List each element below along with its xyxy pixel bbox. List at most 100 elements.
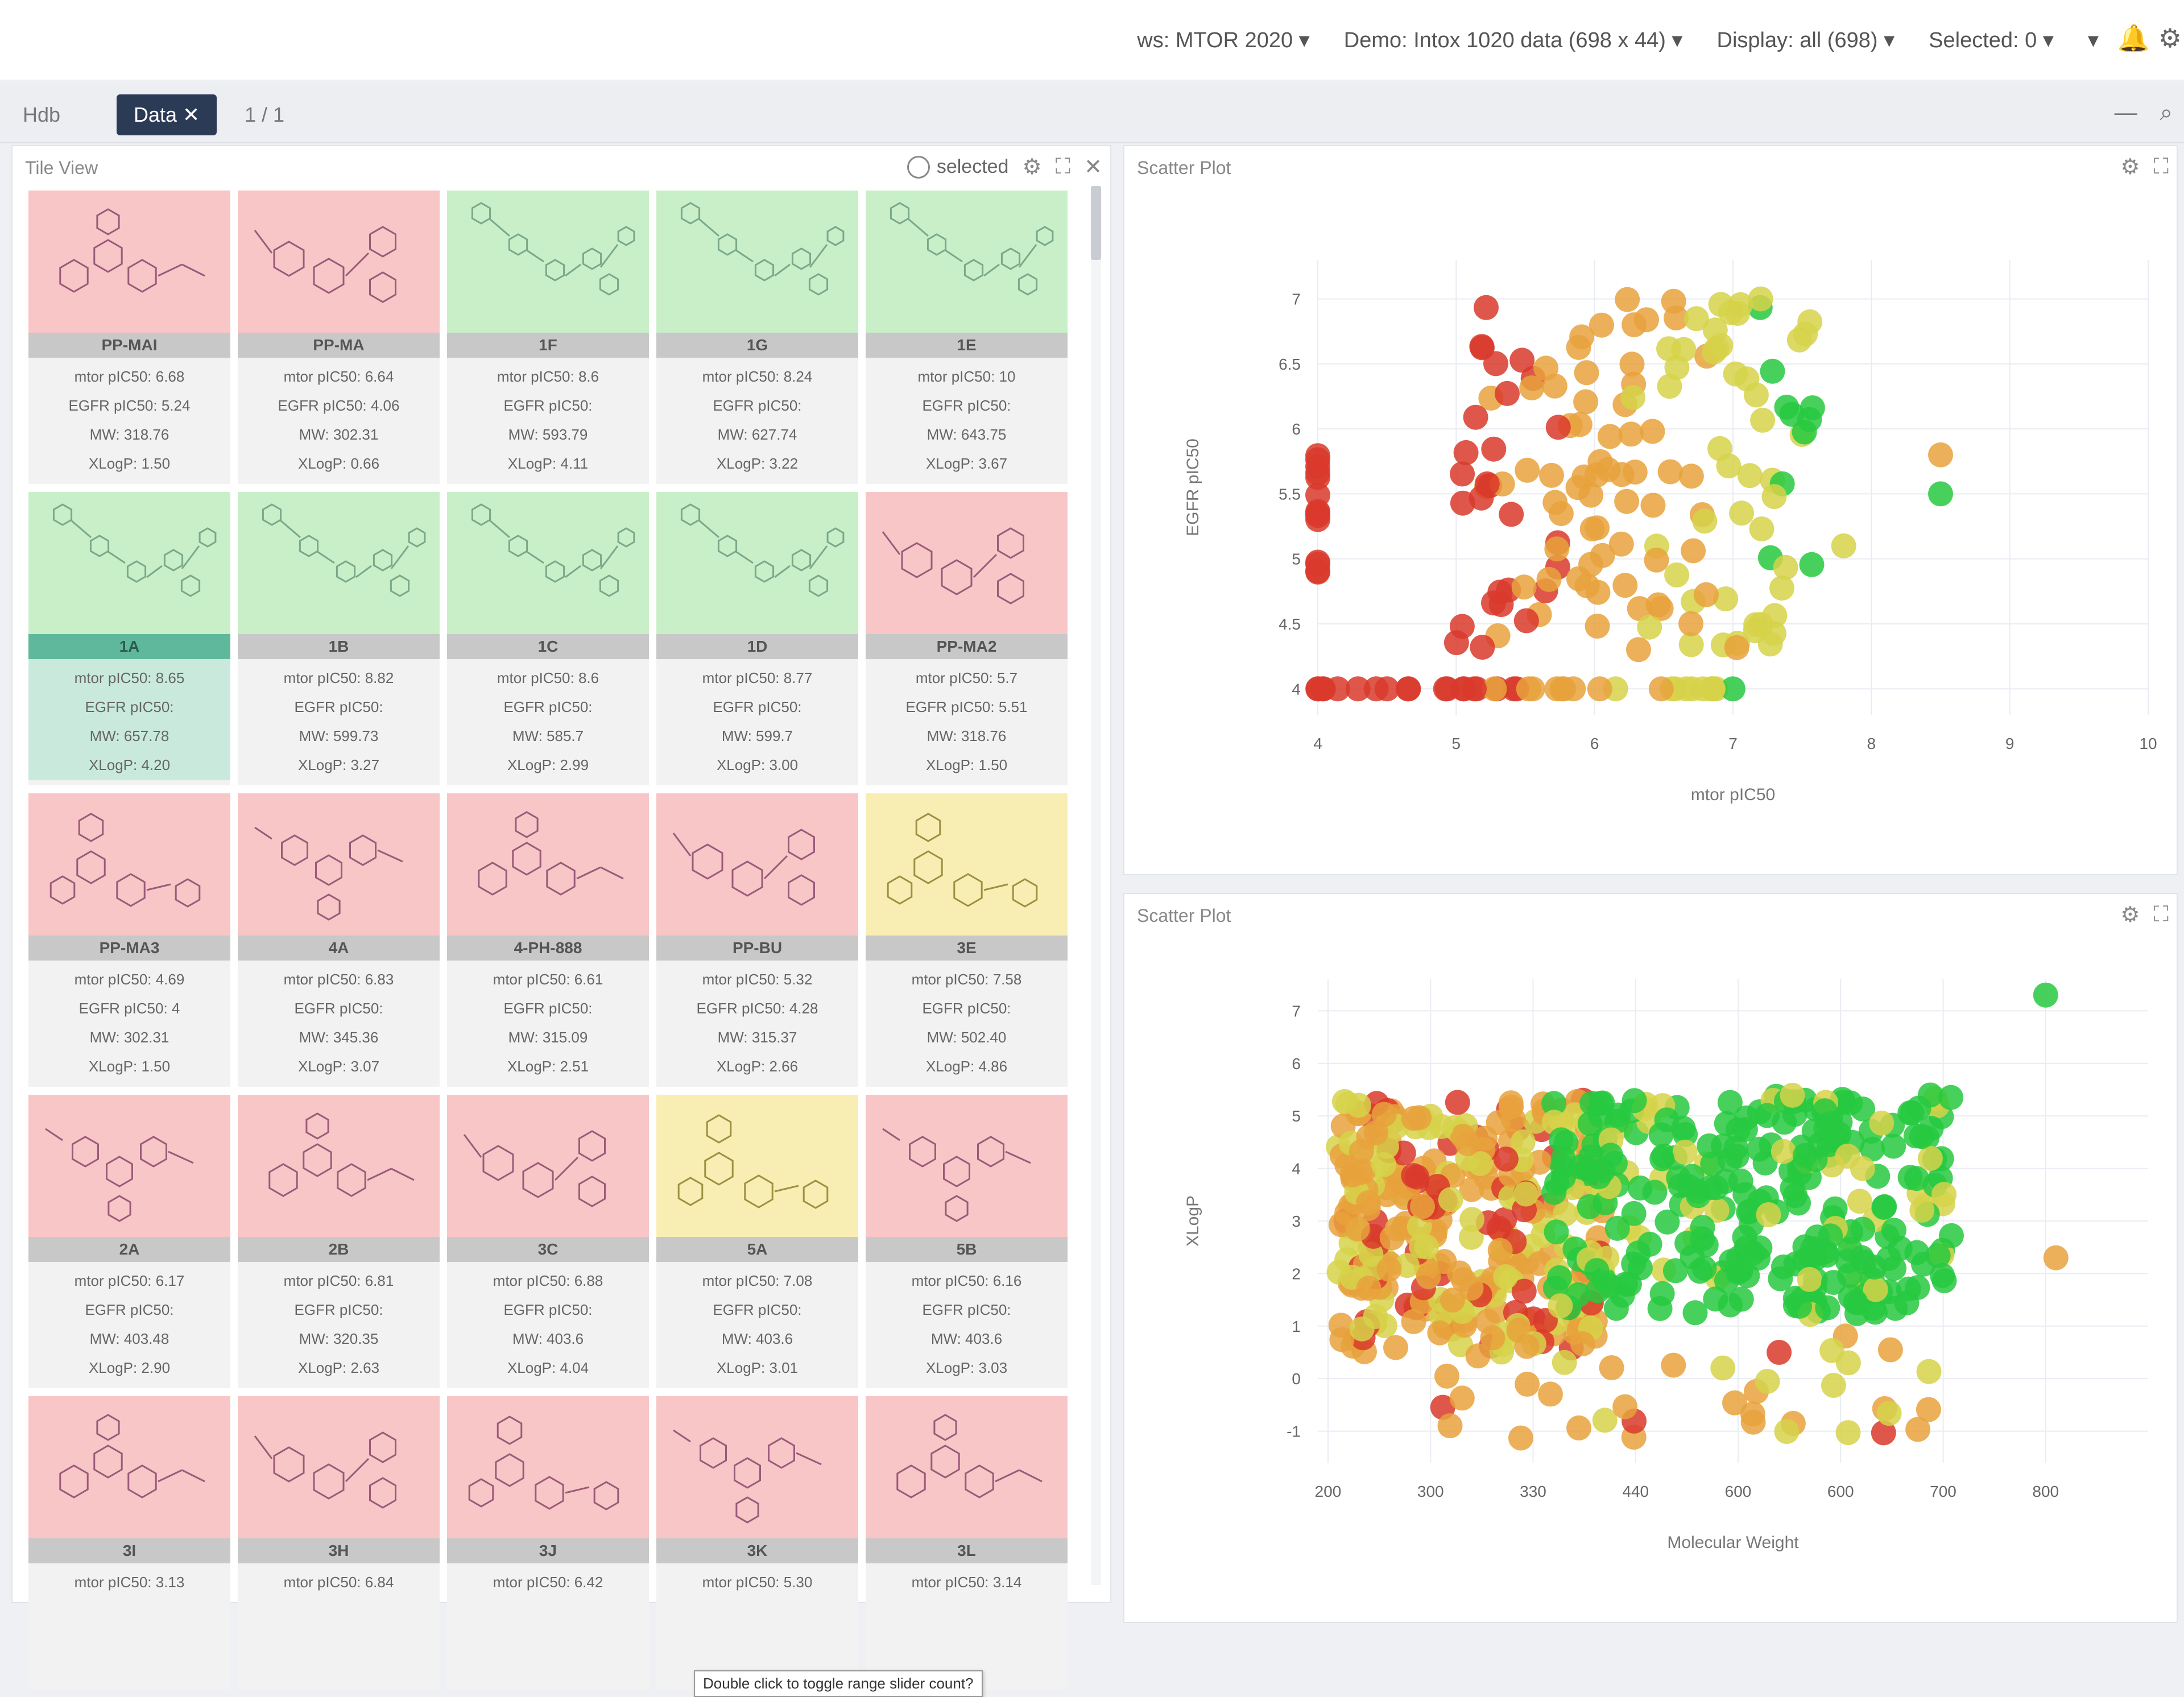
bell-icon[interactable]: 🔔 — [2117, 23, 2150, 53]
data-point[interactable] — [1682, 1300, 1708, 1326]
close-icon[interactable]: ✕ — [1084, 155, 1102, 179]
data-point[interactable] — [1774, 1419, 1800, 1444]
data-point[interactable] — [1930, 1263, 1955, 1288]
data-point[interactable] — [1909, 1197, 1935, 1223]
data-point[interactable] — [1938, 1085, 1964, 1110]
data-point[interactable] — [1678, 463, 1704, 489]
settings-icon[interactable]: ⚙ — [2120, 155, 2140, 179]
data-point[interactable] — [1599, 1355, 1624, 1380]
compound-tile[interactable]: 3H mtor pIC50: 6.84 — [238, 1396, 440, 1690]
data-point[interactable] — [1356, 1190, 1381, 1215]
data-point[interactable] — [1649, 1281, 1675, 1306]
data-point[interactable] — [1645, 592, 1671, 618]
data-point[interactable] — [1756, 1202, 1781, 1227]
data-point[interactable] — [1356, 1276, 1381, 1301]
compound-tile[interactable]: 1D mtor pIC50: 8.77 EGFR pIC50: MW: 599.7 XL… — [656, 492, 858, 785]
data-point[interactable] — [1588, 1103, 1614, 1128]
more-menu[interactable]: ▾ — [2087, 28, 2099, 52]
gear-icon[interactable]: ⚙ — [2158, 23, 2182, 53]
expand-icon[interactable]: ⛶ — [1055, 155, 1071, 179]
data-point[interactable] — [1656, 336, 1681, 362]
data-point[interactable] — [1769, 576, 1794, 601]
data-point[interactable] — [1427, 1320, 1453, 1346]
data-point[interactable] — [1897, 1165, 1923, 1190]
data-point[interactable] — [1713, 586, 1739, 612]
data-point[interactable] — [1862, 1255, 1887, 1280]
data-point[interactable] — [1544, 536, 1570, 562]
data-point[interactable] — [1905, 1417, 1931, 1442]
data-point[interactable] — [1797, 1266, 1822, 1292]
tab-hdb[interactable]: Hdb — [23, 103, 61, 126]
compound-tile[interactable]: PP-MA mtor pIC50: 6.64 EGFR pIC50: 4.06 MW:… — [238, 191, 440, 484]
expand-icon[interactable]: ⛶ — [2153, 903, 2169, 926]
data-point[interactable] — [1710, 1355, 1736, 1381]
data-point[interactable] — [1618, 421, 1644, 447]
data-point[interactable] — [1835, 1420, 1861, 1446]
data-point[interactable] — [1717, 1090, 1743, 1115]
data-point[interactable] — [1515, 457, 1540, 483]
data-point[interactable] — [1345, 1216, 1370, 1241]
compound-tile[interactable]: 1G mtor pIC50: 8.24 EGFR pIC50: MW: 627.74 X… — [656, 191, 858, 484]
data-point[interactable] — [1305, 503, 1330, 528]
data-point[interactable] — [1693, 582, 1719, 607]
data-point[interactable] — [1661, 1352, 1686, 1378]
data-point[interactable] — [1541, 1091, 1567, 1116]
data-point[interactable] — [1697, 1133, 1722, 1158]
data-point[interactable] — [1821, 1373, 1846, 1398]
data-point[interactable] — [1487, 1237, 1513, 1263]
data-point[interactable] — [1622, 1088, 1647, 1114]
data-point[interactable] — [1433, 676, 1458, 702]
data-point[interactable] — [1598, 1143, 1623, 1168]
data-point[interactable] — [1566, 1415, 1591, 1441]
data-point[interactable] — [1860, 1136, 1885, 1162]
data-point[interactable] — [1329, 1327, 1355, 1352]
data-point[interactable] — [1510, 1129, 1536, 1154]
selected-toggle[interactable]: selected — [907, 155, 1008, 179]
data-point[interactable] — [1664, 355, 1690, 380]
data-point[interactable] — [1401, 1163, 1426, 1189]
data-point[interactable] — [1339, 1162, 1365, 1187]
data-point[interactable] — [1410, 1194, 1435, 1219]
data-point[interactable] — [1737, 463, 1763, 489]
data-point[interactable] — [1455, 1131, 1480, 1156]
data-point[interactable] — [1743, 618, 1768, 644]
data-point[interactable] — [1371, 1152, 1397, 1177]
data-point[interactable] — [1634, 307, 1659, 333]
data-point[interactable] — [1465, 1343, 1491, 1369]
data-point[interactable] — [1748, 286, 1773, 312]
data-point[interactable] — [1750, 407, 1776, 433]
compound-tile[interactable]: 1F mtor pIC50: 8.6 EGFR pIC50: MW: 593.79 XL… — [447, 191, 649, 484]
data-point[interactable] — [1714, 1268, 1739, 1293]
data-point[interactable] — [1831, 533, 1856, 558]
compound-tile[interactable]: 4A mtor pIC50: 6.83 EGFR pIC50: MW: 345.36 X… — [238, 793, 440, 1087]
data-point[interactable] — [1561, 676, 1586, 702]
data-point[interactable] — [1542, 490, 1568, 515]
data-point[interactable] — [1305, 676, 1331, 702]
data-point[interactable] — [1648, 676, 1674, 702]
data-point[interactable] — [1724, 635, 1749, 660]
data-point[interactable] — [1917, 1082, 1943, 1108]
compound-tile[interactable]: 1A mtor pIC50: 8.65 EGFR pIC50: MW: 657.78 X… — [28, 492, 230, 785]
data-point[interactable] — [1640, 492, 1666, 518]
data-point[interactable] — [1416, 1264, 1441, 1289]
data-point[interactable] — [1453, 440, 1479, 465]
data-point[interactable] — [2043, 1245, 2069, 1270]
data-point[interactable] — [1574, 1156, 1600, 1182]
data-point[interactable] — [1642, 1179, 1668, 1205]
data-point[interactable] — [1401, 1106, 1426, 1131]
data-point[interactable] — [1536, 566, 1562, 592]
minimize-icon[interactable]: — — [2114, 100, 2137, 125]
compound-tile[interactable]: 2B mtor pIC50: 6.81 EGFR pIC50: MW: 320.35 X… — [238, 1095, 440, 1388]
compound-tile[interactable]: 3E mtor pIC50: 7.58 EGFR pIC50: MW: 502.40 X… — [866, 793, 1068, 1087]
tab-pager[interactable]: 1 / 1 — [245, 103, 285, 126]
data-point[interactable] — [1761, 484, 1787, 510]
settings-icon[interactable]: ⚙ — [2120, 903, 2140, 927]
data-point[interactable] — [1827, 1110, 1853, 1135]
data-point[interactable] — [1640, 419, 1665, 444]
data-point[interactable] — [1585, 614, 1610, 639]
data-point[interactable] — [1578, 482, 1604, 508]
scrollbar[interactable] — [1091, 186, 1101, 1585]
data-point[interactable] — [1621, 1201, 1647, 1226]
compound-tile[interactable]: 2A mtor pIC50: 6.17 EGFR pIC50: MW: 403.48 X… — [28, 1095, 230, 1388]
data-point[interactable] — [1615, 287, 1640, 312]
